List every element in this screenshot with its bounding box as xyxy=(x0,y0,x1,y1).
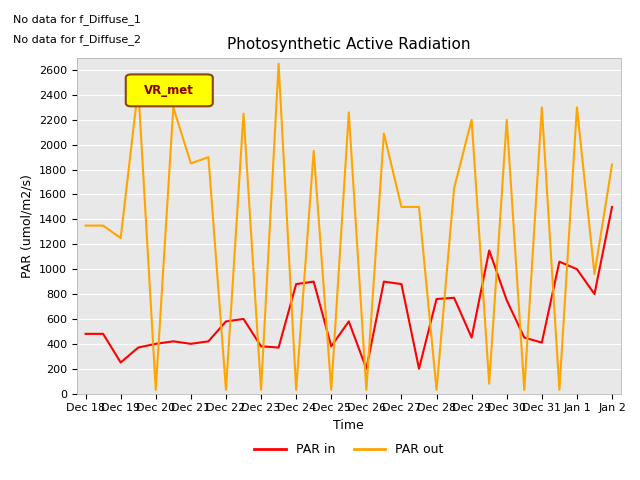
Text: VR_met: VR_met xyxy=(145,84,194,96)
Text: No data for f_Diffuse_2: No data for f_Diffuse_2 xyxy=(13,34,141,45)
Text: No data for f_Diffuse_1: No data for f_Diffuse_1 xyxy=(13,14,141,25)
Legend: PAR in, PAR out: PAR in, PAR out xyxy=(250,438,448,461)
Y-axis label: PAR (umol/m2/s): PAR (umol/m2/s) xyxy=(20,174,33,277)
FancyBboxPatch shape xyxy=(125,74,212,107)
X-axis label: Time: Time xyxy=(333,419,364,432)
Title: Photosynthetic Active Radiation: Photosynthetic Active Radiation xyxy=(227,37,470,52)
